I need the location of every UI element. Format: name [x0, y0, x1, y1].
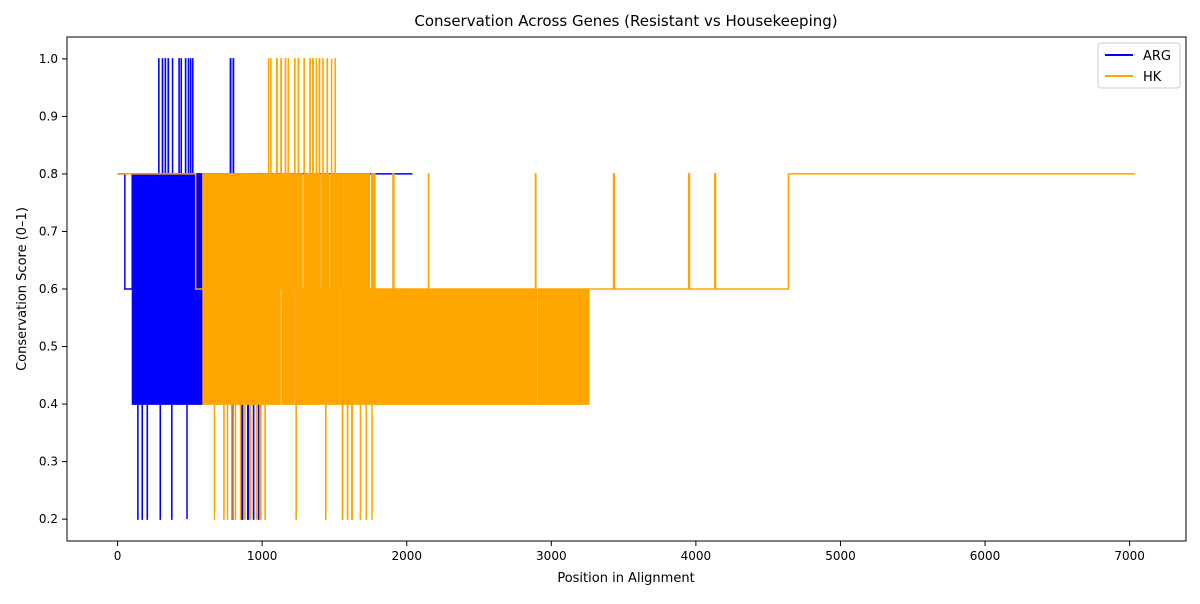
y-tick-label: 0.9 — [39, 109, 58, 123]
y-axis: 0.2 0.3 0.4 0.5 0.6 0.7 0.8 0.9 1.0 — [39, 52, 67, 526]
legend: ARG HK — [1097, 42, 1181, 89]
y-tick-label: 0.6 — [39, 282, 58, 296]
x-tick-label: 1000 — [247, 549, 278, 563]
y-tick-label: 1.0 — [39, 52, 58, 66]
y-tick-label: 0.5 — [39, 340, 58, 354]
y-tick-label: 0.8 — [39, 167, 58, 181]
chart-title: Conservation Across Genes (Resistant vs … — [414, 12, 837, 30]
plot-lines — [117, 58, 1136, 520]
legend-label-arg: ARG — [1143, 49, 1171, 64]
x-axis: 0 1000 2000 3000 4000 5000 6000 7000 — [114, 541, 1145, 563]
x-tick-label: 0 — [114, 549, 122, 563]
x-tick-label: 4000 — [681, 549, 712, 563]
series-line-hk — [117, 58, 1136, 520]
y-tick-label: 0.4 — [39, 397, 58, 411]
y-axis-label: Conservation Score (0–1) — [15, 207, 30, 371]
y-tick-label: 0.3 — [39, 455, 58, 469]
legend-label-hk: HK — [1143, 70, 1162, 85]
y-tick-label: 0.7 — [39, 224, 58, 238]
x-axis-label: Position in Alignment — [557, 571, 694, 586]
x-tick-label: 7000 — [1114, 549, 1145, 563]
y-tick-label: 0.2 — [39, 512, 58, 526]
x-tick-label: 6000 — [970, 549, 1001, 563]
x-tick-label: 5000 — [825, 549, 856, 563]
x-tick-label: 3000 — [536, 549, 567, 563]
x-tick-label: 2000 — [391, 549, 422, 563]
